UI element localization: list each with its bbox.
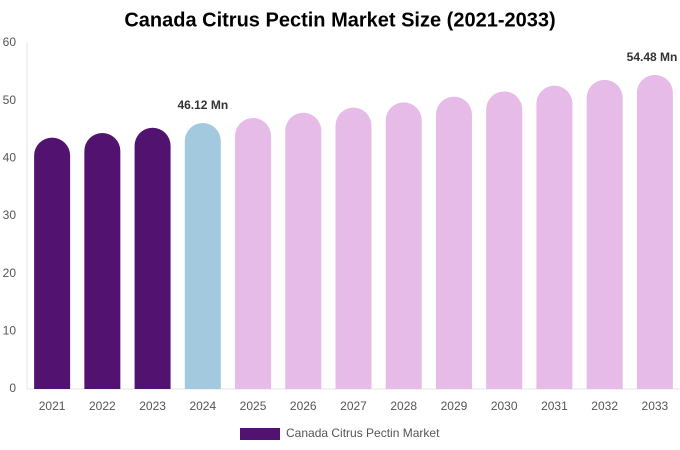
legend-swatch — [240, 428, 280, 440]
y-tick-label: 30 — [3, 208, 17, 222]
y-tick-label: 50 — [3, 93, 17, 107]
x-tick-label: 2024 — [189, 399, 216, 413]
x-tick-label: 2033 — [642, 399, 669, 413]
x-tick-label: 2028 — [390, 399, 417, 413]
bar — [435, 96, 472, 389]
x-tick-label: 2031 — [541, 399, 568, 413]
bar — [84, 132, 121, 389]
x-tick-label: 2022 — [89, 399, 116, 413]
x-tick-label: 2026 — [290, 399, 317, 413]
x-tick-label: 2021 — [39, 399, 66, 413]
bar — [486, 91, 523, 390]
y-tick-label: 0 — [9, 381, 16, 395]
y-tick-label: 20 — [3, 266, 17, 280]
bar — [34, 137, 71, 389]
x-tick-label: 2023 — [139, 399, 166, 413]
y-tick-label: 60 — [3, 35, 17, 49]
x-tick-label: 2027 — [340, 399, 367, 413]
bar — [385, 102, 422, 390]
bar — [285, 112, 322, 389]
y-tick-label: 40 — [3, 151, 17, 165]
x-tick-label: 2032 — [591, 399, 618, 413]
bar — [536, 85, 573, 389]
chart-title: Canada Citrus Pectin Market Size (2021-2… — [124, 9, 555, 31]
bar — [235, 117, 272, 389]
legend-label: Canada Citrus Pectin Market — [286, 426, 440, 440]
bar — [636, 74, 673, 389]
value-label: 54.48 Mn — [627, 50, 678, 64]
y-tick-label: 10 — [3, 324, 17, 338]
bar — [335, 107, 372, 389]
x-tick-label: 2029 — [441, 399, 468, 413]
bar — [134, 127, 171, 389]
x-tick-label: 2030 — [491, 399, 518, 413]
x-tick-label: 2025 — [240, 399, 267, 413]
value-label: 46.12 Mn — [177, 98, 228, 112]
bar — [184, 123, 221, 390]
bar — [586, 79, 623, 389]
